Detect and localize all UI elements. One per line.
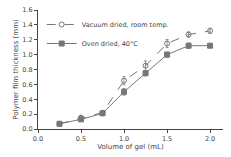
svg-text:0.0: 0.0 bbox=[22, 125, 32, 133]
svg-text:2.0: 2.0 bbox=[205, 135, 215, 143]
svg-text:0.2: 0.2 bbox=[22, 110, 32, 118]
svg-text:1.2: 1.2 bbox=[22, 36, 32, 44]
svg-text:1.4: 1.4 bbox=[22, 21, 32, 29]
svg-text:0.0: 0.0 bbox=[33, 135, 43, 143]
svg-text:0.5: 0.5 bbox=[76, 135, 86, 143]
svg-text:Polymer film thickness (mm): Polymer film thickness (mm) bbox=[12, 19, 20, 120]
svg-text:0.6: 0.6 bbox=[22, 81, 32, 89]
svg-text:1.0: 1.0 bbox=[22, 51, 32, 59]
svg-text:Volume of gel (mL): Volume of gel (mL) bbox=[97, 143, 164, 151]
svg-text:Oven dried, 40°C: Oven dried, 40°C bbox=[82, 40, 139, 48]
svg-text:Vacuum dried, room temp.: Vacuum dried, room temp. bbox=[82, 21, 169, 29]
svg-text:1.6: 1.6 bbox=[22, 6, 32, 14]
svg-text:0.8: 0.8 bbox=[22, 66, 32, 74]
svg-text:1.5: 1.5 bbox=[162, 135, 172, 143]
svg-text:0.4: 0.4 bbox=[22, 96, 32, 104]
svg-text:1.0: 1.0 bbox=[119, 135, 129, 143]
